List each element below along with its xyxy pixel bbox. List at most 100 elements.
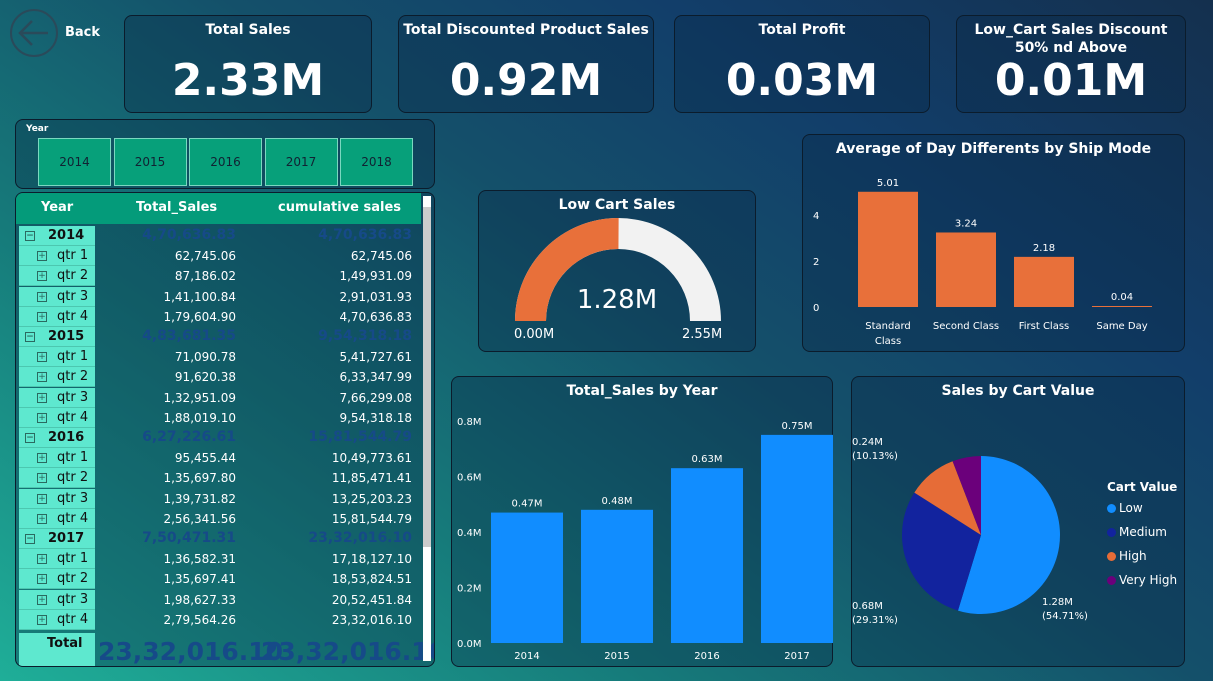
quarter-row: + qtr 3 1,98,627.33 20,52,451.84 (16, 589, 421, 610)
row-label: qtr 2 (57, 268, 89, 284)
quarter-row: + qtr 1 62,745.06 62,745.06 (16, 246, 421, 267)
x-tick-label: First Class (1019, 321, 1070, 332)
ship-mode-bar-chart: 0 2 4 5.01 Standard Class 3.24 Second Class 2.18… (813, 178, 1152, 347)
total-label: Total (47, 636, 83, 651)
collapse-icon[interactable]: − (25, 231, 35, 241)
back-button[interactable] (10, 9, 58, 57)
x-tick-label: 2014 (514, 651, 539, 662)
slice-percent-label: (10.13%) (852, 451, 898, 462)
bar-second-class (936, 232, 996, 307)
row-cumulative-sales: 10,49,773.61 (331, 451, 412, 466)
expand-icon[interactable]: + (37, 291, 47, 302)
expand-icon[interactable]: + (37, 513, 47, 524)
legend-item-high[interactable]: High (1107, 549, 1147, 563)
header-cumulative-sales[interactable]: cumulative sales (278, 200, 401, 215)
bar-2014 (491, 512, 563, 643)
quarter-row: + qtr 4 1,79,604.90 4,70,636.83 (16, 306, 421, 327)
row-label: 2017 (48, 531, 85, 546)
expand-icon[interactable]: + (37, 311, 47, 322)
row-label: qtr 1 (57, 450, 89, 466)
row-cumulative-sales: 23,32,016.10 (308, 530, 412, 546)
bar-first-class (1014, 256, 1074, 307)
year-option-2014[interactable]: 2014 (38, 138, 111, 186)
year-row: − 2015 4,83,681.35 9,54,318.18 (16, 327, 421, 347)
bar-2017 (761, 434, 833, 643)
sales-by-year-bar-chart: 0.0M 0.2M 0.4M 0.6M 0.8M 0.47M 2014 0.48M 2015 0.… (457, 417, 833, 662)
year-option-2017[interactable]: 2017 (264, 138, 338, 186)
row-cumulative-sales: 4,70,636.83 (318, 227, 412, 243)
legend-title: Cart Value (1107, 480, 1178, 494)
x-tick-label: 2017 (784, 651, 809, 662)
data-label: 0.04 (1111, 292, 1133, 303)
sales-matrix-table: Year Total_Sales cumulative sales − 2014 4… (15, 192, 435, 667)
row-cumulative-sales: 17,18,127.10 (331, 552, 412, 567)
row-label: qtr 4 (57, 510, 89, 526)
legend-item-medium[interactable]: Medium (1107, 525, 1167, 539)
collapse-icon[interactable]: − (25, 332, 35, 342)
bar-2016 (671, 468, 743, 643)
data-label: 5.01 (877, 178, 899, 189)
expand-icon[interactable]: + (37, 574, 47, 585)
data-label: 3.24 (955, 218, 977, 229)
legend-item-low[interactable]: Low (1107, 501, 1143, 515)
expand-icon[interactable]: + (37, 493, 47, 504)
row-cumulative-sales: 4,70,636.83 (339, 309, 412, 324)
row-total-sales: 1,41,100.84 (163, 289, 236, 304)
expand-icon[interactable]: + (37, 554, 47, 565)
y-tick-label: 0.2M (457, 584, 482, 595)
quarter-row: + qtr 1 1,36,582.31 17,18,127.10 (16, 549, 421, 570)
collapse-icon[interactable]: − (25, 433, 35, 443)
legend-marker-icon (1107, 575, 1116, 585)
expand-icon[interactable]: + (37, 594, 47, 605)
quarter-row: + qtr 1 71,090.78 5,41,727.61 (16, 347, 421, 368)
x-tick-label: Same Day (1096, 321, 1147, 332)
sales-by-year-chart-card: Total_Sales by Year 0.0M 0.2M 0.4M 0.6M 0.8M… (451, 376, 833, 667)
y-tick-label: 0.8M (457, 417, 482, 428)
row-total-sales: 1,39,731.82 (163, 491, 236, 506)
bar-same-day (1092, 306, 1152, 307)
header-year[interactable]: Year (41, 200, 74, 215)
quarter-row: + qtr 3 1,39,731.82 13,25,203.23 (16, 488, 421, 509)
kpi-total-sales: Total Sales 2.33M (124, 15, 372, 113)
row-total-sales: 2,56,341.56 (163, 511, 236, 526)
collapse-icon[interactable]: − (25, 534, 35, 544)
year-option-2015[interactable]: 2015 (113, 138, 187, 186)
expand-icon[interactable]: + (37, 352, 47, 363)
slice-value-label: 0.24M (852, 437, 883, 448)
kpi-value: 0.92M (449, 55, 603, 106)
expand-icon[interactable]: + (37, 251, 47, 262)
cart-value-chart-card: Sales by Cart Value 1.28M (54.71%) 0.68M (2… (851, 376, 1185, 667)
expand-icon[interactable]: + (37, 392, 47, 403)
y-tick-label: 0.0M (457, 639, 482, 650)
row-label: qtr 2 (57, 571, 89, 587)
row-cumulative-sales: 1,49,931.09 (339, 269, 412, 284)
kpi-title: Total Discounted Product Sales (403, 22, 649, 38)
kpi-title: Total Sales (205, 22, 291, 38)
expand-icon[interactable]: + (37, 473, 47, 484)
expand-icon[interactable]: + (37, 372, 47, 383)
scrollbar-thumb[interactable] (423, 207, 431, 547)
year-row: − 2016 6,27,226.61 15,81,544.79 (16, 428, 421, 448)
row-total-sales: 6,27,226.61 (142, 429, 236, 445)
row-total-sales: 7,50,471.31 (142, 530, 236, 546)
expand-icon[interactable]: + (37, 453, 47, 464)
legend-marker-icon (1107, 503, 1116, 513)
quarter-row: + qtr 4 1,88,019.10 9,54,318.18 (16, 407, 421, 428)
expand-icon[interactable]: + (37, 614, 47, 625)
quarter-row: + qtr 2 1,35,697.80 11,85,471.41 (16, 468, 421, 489)
year-option-2016[interactable]: 2016 (189, 138, 262, 186)
back-label[interactable]: Back (65, 25, 101, 40)
row-label: qtr 1 (57, 349, 89, 365)
cart-value-pie-chart: 1.28M (54.71%) 0.68M (29.31%) 0.24M (10.13%) (852, 437, 1088, 626)
row-cumulative-sales: 2,91,031.93 (339, 289, 412, 304)
kpi-total-profit: Total Profit 0.03M (674, 15, 930, 113)
row-label: qtr 2 (57, 369, 89, 385)
arrow-left-icon (18, 20, 48, 46)
row-total-sales: 4,83,681.35 (142, 328, 236, 344)
quarter-row: + qtr 3 1,32,951.09 7,66,299.08 (16, 387, 421, 408)
header-total-sales[interactable]: Total_Sales (136, 200, 218, 215)
expand-icon[interactable]: + (37, 412, 47, 423)
expand-icon[interactable]: + (37, 271, 47, 282)
year-option-2018[interactable]: 2018 (340, 138, 413, 186)
legend-item-very-high[interactable]: Very High (1107, 573, 1177, 587)
